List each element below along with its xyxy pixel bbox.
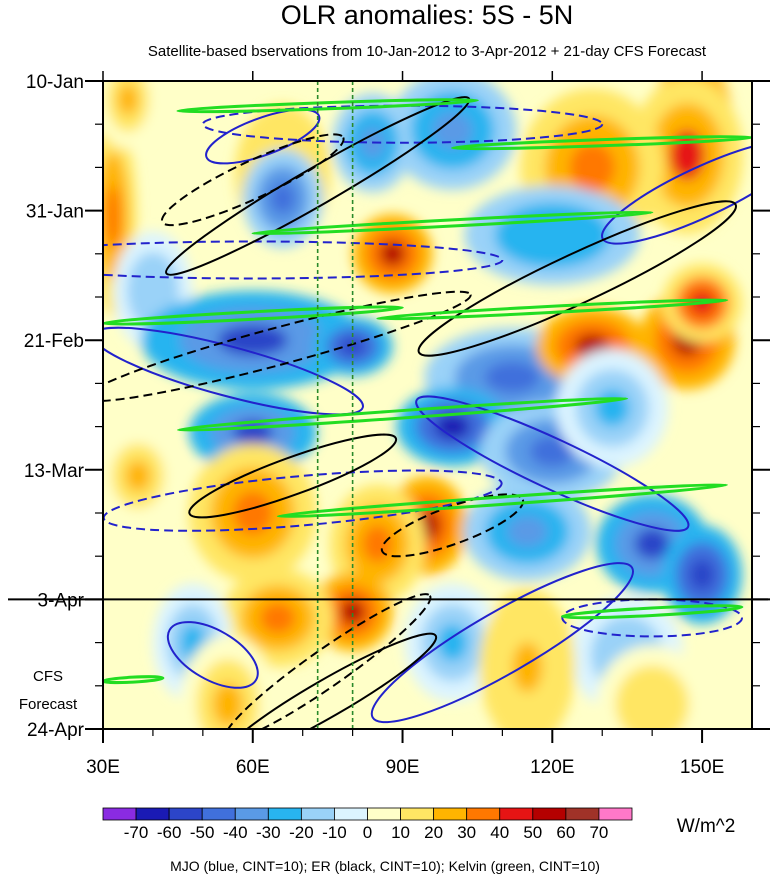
x-axis: 30E 60E 90E 120E 150E [86,71,724,778]
colorbar-level-label: -10 [322,823,347,842]
olr-anomaly-cell [512,642,543,692]
colorbar-swatch [400,807,435,821]
olr-anomaly-cell [432,111,473,149]
olr-anomaly-cell [270,182,296,214]
contour-er [417,200,737,357]
plot-area [8,80,768,730]
olr-anomaly-cell [507,516,548,547]
colorbar-swatch [499,807,534,821]
contour-kelvin [176,98,479,114]
olr-anomaly-cell [434,414,470,439]
olr-anomaly-cell [634,528,670,560]
colorbar-level-label: -20 [289,823,314,842]
colorbar-swatch [433,807,468,821]
contour-mjo [600,139,752,245]
x-tick-label: 30E [86,757,120,778]
contour-mjo [103,326,364,416]
x-tick-label: 90E [386,757,420,778]
colorbar-swatch [135,807,170,821]
contour-mjo [370,562,635,724]
colorbar-swatch [532,807,567,821]
y-tick-label: 31-Jan [26,202,84,223]
olr-anomaly-cell [484,361,540,393]
olr-anomaly-cell [594,389,630,427]
olr-anomaly-cell [260,602,296,634]
wave-contours [103,96,752,729]
colorbar-swatch [466,807,501,821]
contour-kelvin [560,604,744,620]
olr-anomaly-cell [105,185,121,248]
contour-er [160,133,345,227]
contour-kelvin [176,396,629,432]
contour-er [188,433,398,519]
contour-mjo [103,240,504,280]
forecast-label-line-1: CFS [33,668,63,685]
olr-anomaly-cell [380,241,406,267]
colorbar-swatch [367,807,401,821]
colorbar-swatch [102,807,137,821]
colorbar-level-label: -70 [124,823,149,842]
y-tick-label: 21-Feb [24,331,84,352]
contour-er [218,632,438,729]
y-tick-label: 3-Apr [38,590,85,611]
olr-anomaly-cell [689,559,715,591]
colorbar-level-label: 40 [490,823,509,842]
contour-kelvin [276,483,728,519]
colorbar-swatch [168,807,203,821]
units-label: W/m^2 [677,816,736,837]
chart-title: OLR anomalies: 5S - 5N [281,0,574,30]
olr-anomaly-cell [569,142,615,193]
x-tick-label: 60E [236,757,270,778]
colorbar: -70 -60 -50 -40 -30 -20 -10 0 10 20 30 40 50 60 70 [102,807,633,842]
olr-anomaly-cell [634,685,670,723]
colorbar-level-label: 30 [457,823,476,842]
y-axis: 10-Jan 31-Jan 21-Feb 13-Mar 3-Apr 24-Apr [24,72,770,741]
contour-er [223,593,432,729]
contour-kelvin [376,298,729,321]
forecast-label-line-2: Forecast [19,696,78,713]
chart-subtitle: Satellite-based bservations from 10-Jan-… [148,43,707,60]
colorbar-level-label: 50 [523,823,542,842]
colorbar-swatch [201,807,236,821]
colorbar-swatch [267,807,302,821]
plot-frame [102,80,753,730]
contour-mjo [205,108,321,165]
colorbar-swatch [598,807,633,821]
olr-anomaly-cell [117,84,138,115]
colorbar-level-label: 20 [424,823,443,842]
contour-mjo [415,395,690,532]
colorbar-level-label: -60 [157,823,182,842]
footer-note: MJO (blue, CINT=10); ER (black, CINT=10)… [170,858,600,874]
y-tick-label: 24-Apr [27,720,85,741]
colorbar-level-label: -40 [223,823,248,842]
olr-anomaly-cell [340,599,366,625]
colorbar-swatch [300,807,335,821]
y-tick-label: 13-Mar [24,461,85,482]
y-tick-label: 10-Jan [26,72,84,93]
olr-anomaly-cell [125,460,151,492]
colorbar-swatch [565,807,600,821]
colorbar-level-label: 0 [363,823,372,842]
colorbar-level-label: 10 [391,823,410,842]
colorbar-level-label: -30 [256,823,281,842]
olr-anomaly-cell [140,272,166,310]
reference-longitudes [316,81,354,729]
olr-anomaly-cell [529,435,575,467]
olr-anomaly-cell [340,337,366,356]
contour-kelvin [251,210,654,236]
olr-anomaly-cell [232,491,273,535]
contour-mjo [166,621,259,689]
contour-er [103,290,472,403]
colorbar-level-label: 60 [556,823,575,842]
colorbar-level-label: -50 [190,823,215,842]
x-tick-label: 120E [530,757,574,778]
colorbar-swatch [334,807,368,821]
olr-anomaly-cell [212,682,243,726]
olr-anomaly-cell [362,525,393,563]
x-tick-label: 150E [680,757,724,778]
olr-anomaly-cell [524,219,580,251]
colorbar-level-label: 70 [589,823,608,842]
colorbar-swatch [234,807,269,821]
